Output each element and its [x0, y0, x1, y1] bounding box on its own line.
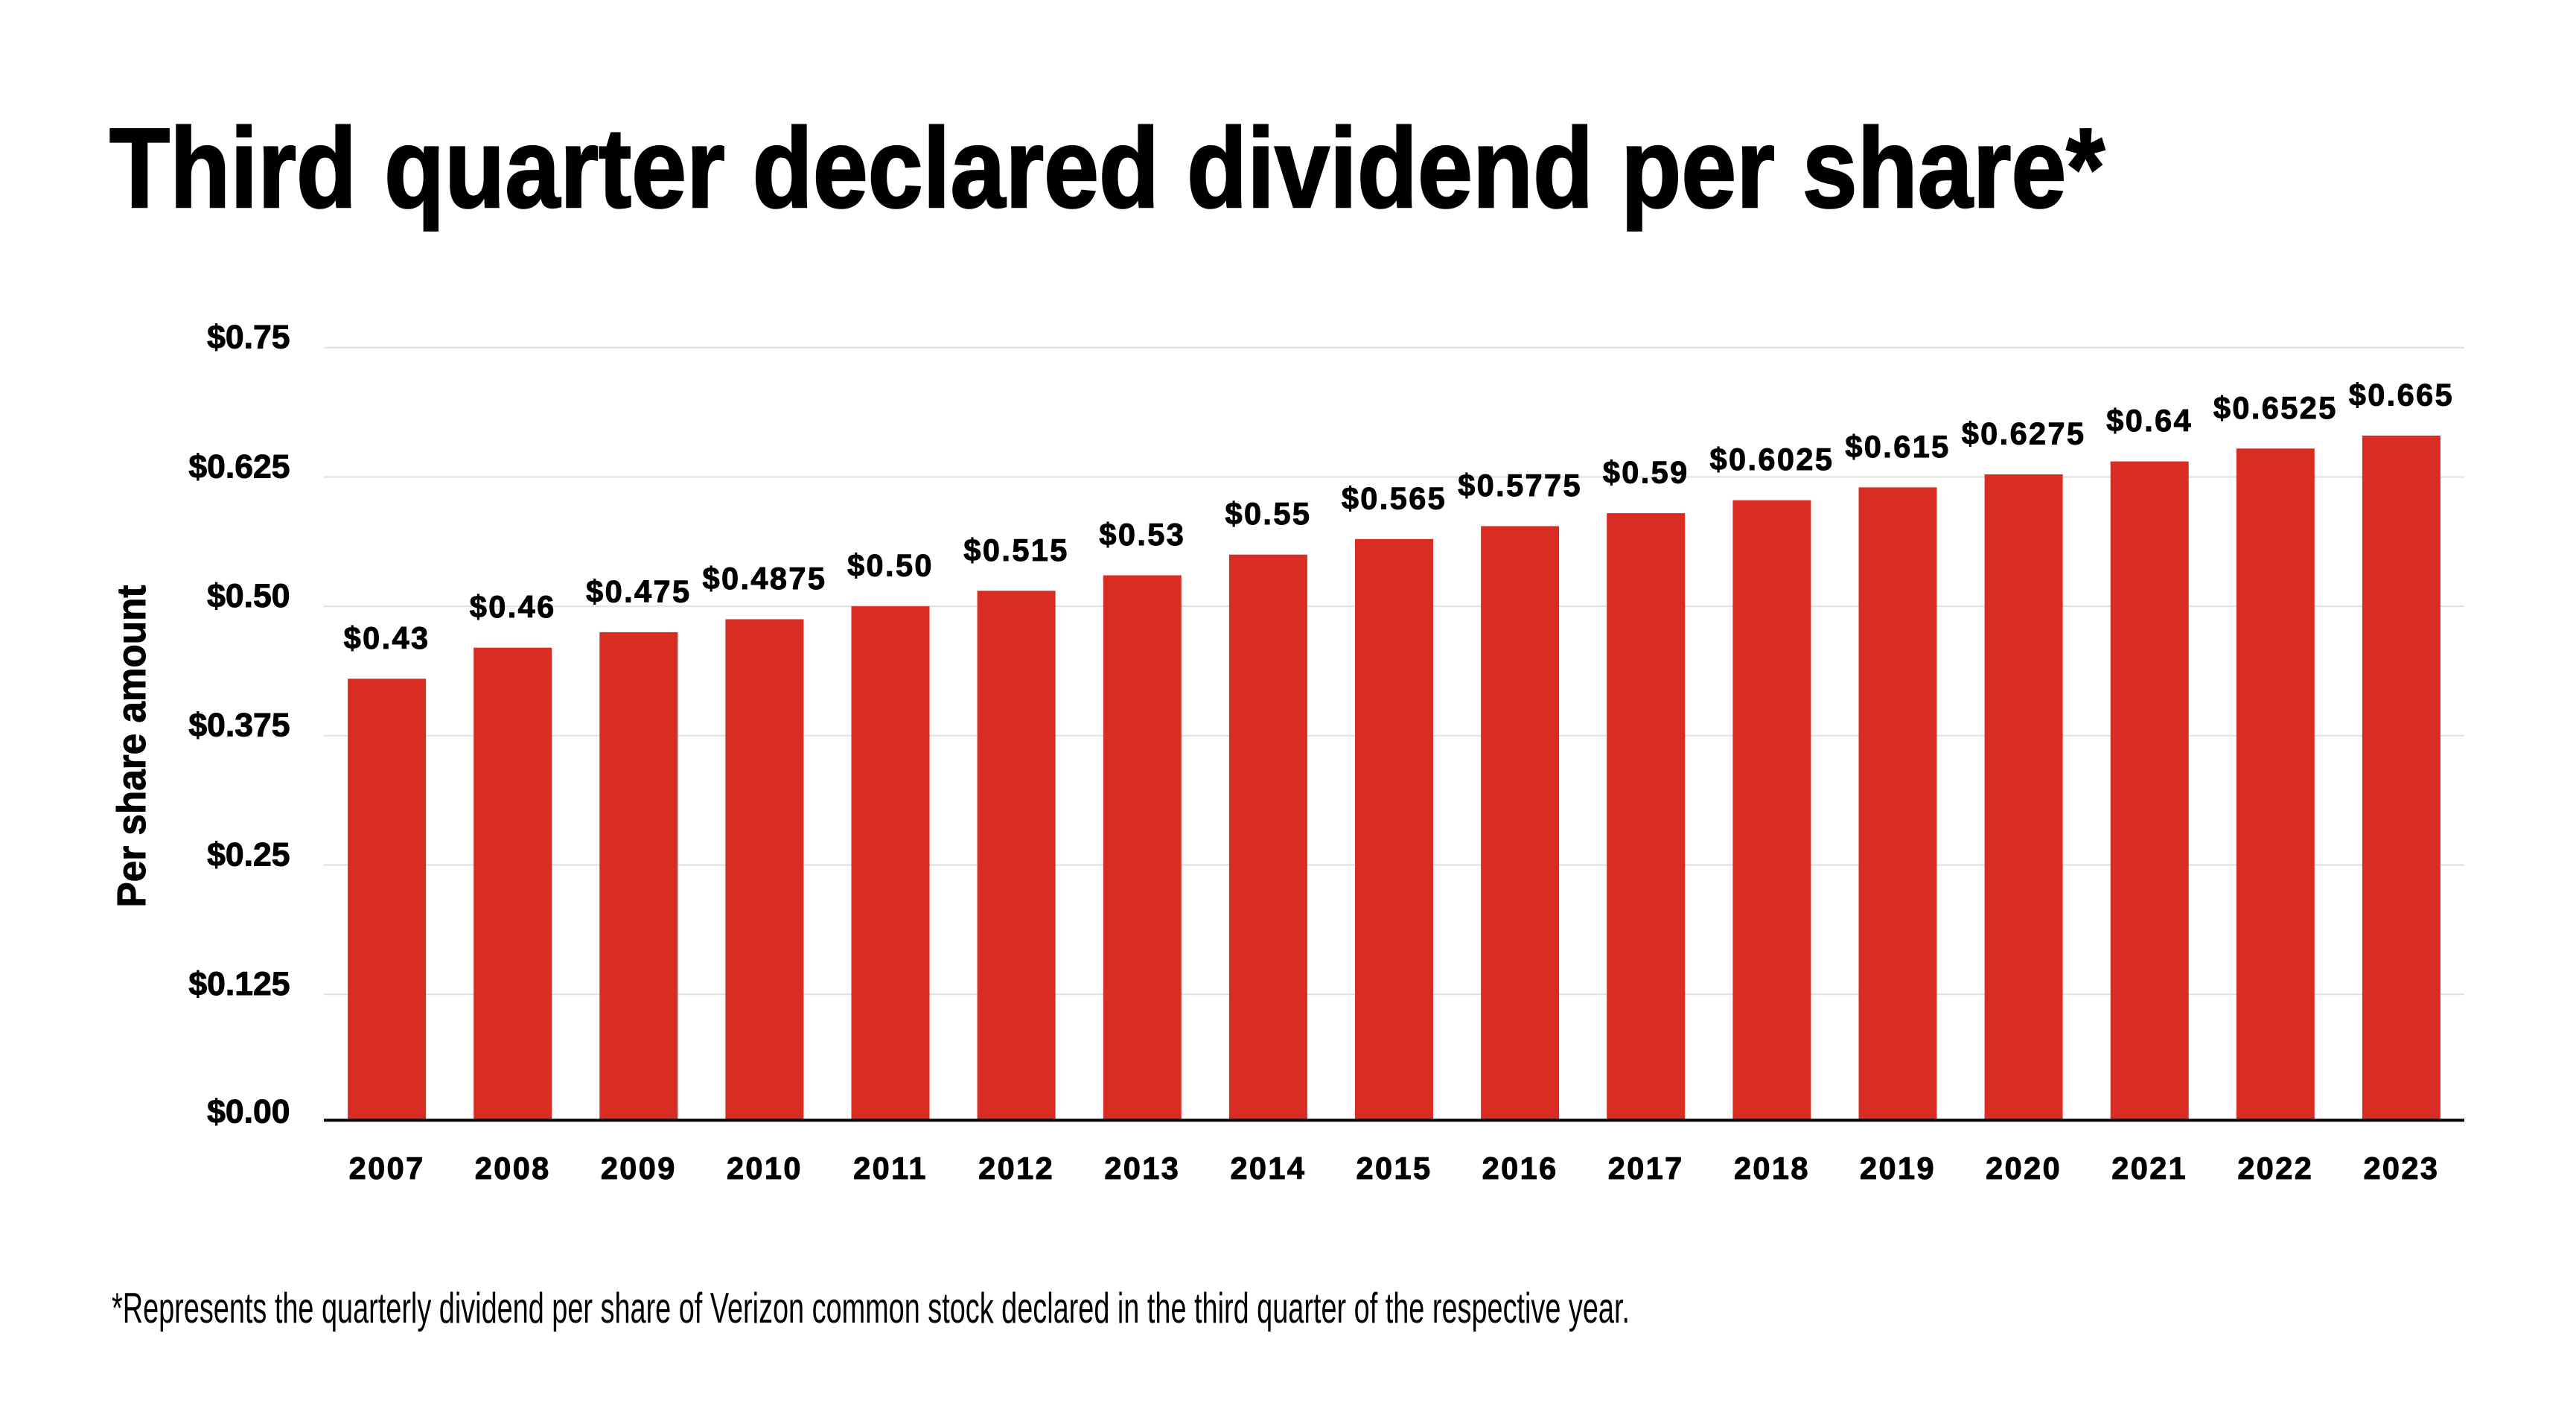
svg-text:2017: 2017: [1608, 1151, 1684, 1186]
svg-text:Per share amount: Per share amount: [109, 585, 154, 907]
svg-text:2012: 2012: [978, 1151, 1054, 1186]
svg-text:$0.475: $0.475: [586, 573, 691, 608]
svg-text:$0.55: $0.55: [1225, 496, 1311, 531]
svg-text:2021: 2021: [2111, 1151, 2187, 1186]
svg-text:$0.6525: $0.6525: [2213, 390, 2338, 425]
svg-text:2016: 2016: [1482, 1151, 1558, 1186]
svg-text:2023: 2023: [2363, 1151, 2439, 1186]
svg-text:*Represents the quarterly divi: *Represents the quarterly dividend per s…: [112, 1285, 1630, 1332]
svg-text:$0.665: $0.665: [2349, 377, 2454, 412]
svg-text:2009: 2009: [601, 1151, 677, 1186]
svg-text:$0.75: $0.75: [207, 319, 290, 356]
svg-text:$0.375: $0.375: [188, 707, 290, 744]
svg-text:$0.565: $0.565: [1342, 480, 1447, 515]
svg-text:$0.615: $0.615: [1845, 429, 1950, 464]
svg-text:2007: 2007: [349, 1151, 425, 1186]
svg-text:2014: 2014: [1230, 1151, 1306, 1186]
svg-text:$0.53: $0.53: [1099, 517, 1185, 552]
svg-text:2013: 2013: [1104, 1151, 1180, 1186]
svg-text:2015: 2015: [1356, 1151, 1432, 1186]
svg-text:$0.46: $0.46: [470, 589, 556, 624]
svg-text:2019: 2019: [1860, 1151, 1936, 1186]
svg-text:$0.43: $0.43: [344, 620, 430, 655]
svg-text:$0.00: $0.00: [207, 1094, 290, 1130]
svg-text:$0.25: $0.25: [207, 836, 290, 873]
svg-text:2010: 2010: [727, 1151, 803, 1186]
svg-text:2020: 2020: [1986, 1151, 2062, 1186]
svg-text:Third quarter declared dividen: Third quarter declared dividend per shar…: [109, 105, 2105, 232]
svg-text:$0.4875: $0.4875: [702, 561, 826, 596]
svg-text:$0.625: $0.625: [188, 448, 290, 485]
svg-text:2022: 2022: [2237, 1151, 2313, 1186]
svg-text:$0.515: $0.515: [963, 532, 1068, 567]
svg-text:$0.50: $0.50: [847, 548, 934, 583]
svg-text:$0.5775: $0.5775: [1458, 468, 1582, 503]
svg-text:$0.6275: $0.6275: [1962, 416, 2086, 451]
svg-text:$0.6025: $0.6025: [1709, 442, 1834, 477]
svg-text:$0.64: $0.64: [2106, 403, 2193, 438]
svg-text:$0.59: $0.59: [1603, 455, 1689, 490]
svg-text:2018: 2018: [1734, 1151, 1810, 1186]
svg-text:$0.125: $0.125: [188, 966, 290, 1002]
svg-text:$0.50: $0.50: [207, 578, 290, 614]
svg-text:2008: 2008: [475, 1151, 551, 1186]
svg-text:2011: 2011: [853, 1151, 928, 1186]
